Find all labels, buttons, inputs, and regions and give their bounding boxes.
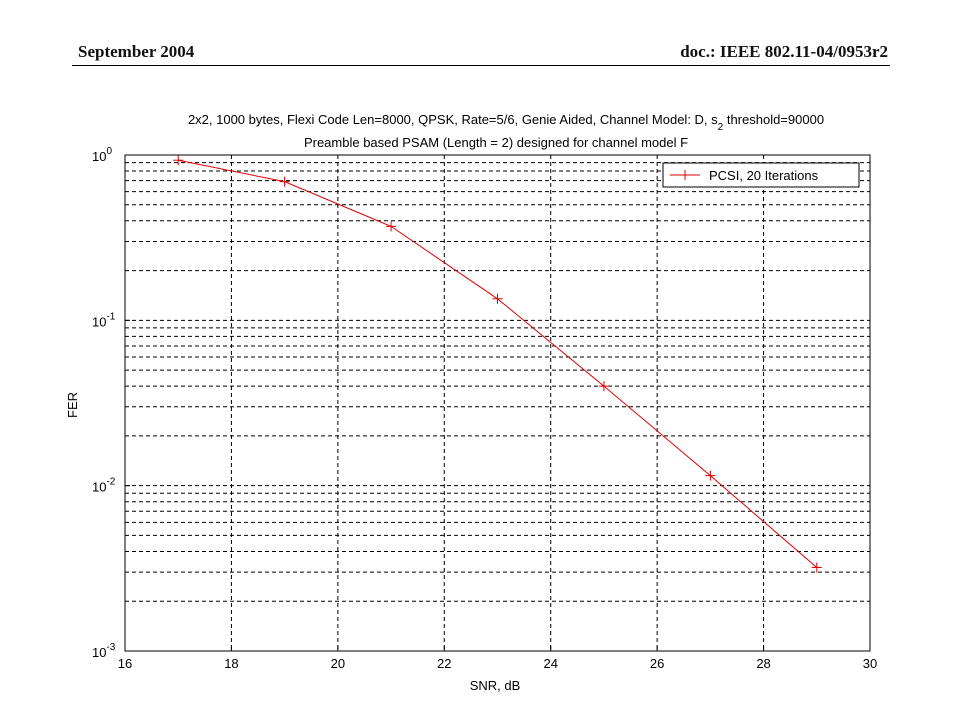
x-tick-label: 22 <box>437 656 451 671</box>
data-point-marker <box>598 381 609 392</box>
series-layer <box>173 155 822 573</box>
y-tick-labels: 100 10-1 10-2 10-3 <box>92 146 130 660</box>
chart-title-line-2: Preamble based PSAM (Length = 2) designe… <box>304 135 688 150</box>
header-date: September 2004 <box>78 42 195 61</box>
data-point-marker <box>279 176 290 187</box>
data-point-marker <box>492 293 503 304</box>
y-tick-label: 10-1 <box>92 311 116 329</box>
x-tick-label: 26 <box>650 656 664 671</box>
x-tick-label: 16 <box>118 656 132 671</box>
series-line <box>178 159 818 568</box>
y-tick-label: 10-2 <box>92 477 116 495</box>
grid-layer <box>125 155 870 651</box>
y-tick-label: 100 <box>92 146 112 164</box>
chart-title-tail: threshold=90000 <box>723 112 824 127</box>
x-tick-labels: 16 18 20 22 24 26 28 30 <box>118 646 877 671</box>
data-point-marker <box>173 155 184 166</box>
legend: PCSI, 20 Iterations <box>662 162 860 188</box>
x-tick-label: 28 <box>756 656 770 671</box>
chart-title-line-1: 2x2, 1000 bytes, Flexi Code Len=8000, QP… <box>188 112 824 133</box>
x-tick-label: 24 <box>543 656 557 671</box>
x-axis-label: SNR, dB <box>470 678 521 693</box>
header-divider <box>72 65 890 66</box>
data-point-marker <box>811 562 822 573</box>
chart-title-subscript: 2 <box>718 122 724 133</box>
data-point-marker <box>705 470 716 481</box>
x-tick-label: 20 <box>331 656 345 671</box>
chart-title-main: 2x2, 1000 bytes, Flexi Code Len=8000, QP… <box>188 112 718 127</box>
y-tick-label: 10-3 <box>92 642 116 660</box>
header-doc-id: doc.: IEEE 802.11-04/0953r2 <box>680 42 888 61</box>
x-tick-label: 30 <box>863 656 877 671</box>
y-axis-label: FER <box>65 392 80 418</box>
plot-frame <box>124 154 871 652</box>
legend-label: PCSI, 20 Iterations <box>709 168 819 183</box>
data-point-marker <box>386 221 397 232</box>
x-tick-label: 18 <box>224 656 238 671</box>
